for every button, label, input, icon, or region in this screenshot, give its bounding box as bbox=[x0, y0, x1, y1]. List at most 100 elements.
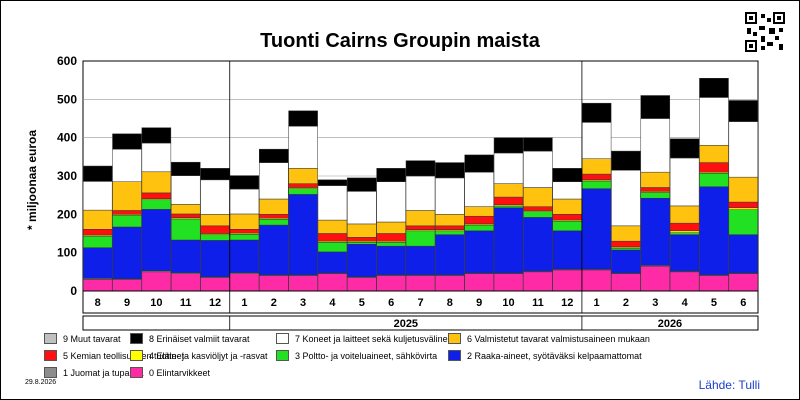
x-tick-label: 1 bbox=[594, 297, 600, 309]
bar-segment bbox=[112, 215, 142, 228]
bar-segment bbox=[347, 223, 377, 238]
bar-segment bbox=[728, 207, 759, 210]
bar-segment bbox=[493, 196, 524, 205]
y-tick-labels: 0 100 200 300 400 500 600 bbox=[57, 54, 77, 298]
bar-segment bbox=[699, 186, 729, 276]
bar-segment bbox=[141, 171, 172, 194]
bar-segment bbox=[347, 177, 377, 192]
bar-segment bbox=[229, 229, 260, 234]
bar-segment bbox=[317, 251, 348, 274]
legend-swatch bbox=[44, 350, 57, 361]
bar-segment bbox=[170, 239, 201, 273]
bar-stack bbox=[200, 168, 230, 292]
x-tick-label: 8 bbox=[95, 297, 101, 309]
bar-segment bbox=[464, 171, 494, 207]
x-tick-labels: 8 9 10 11 12 1 2 3 4 5 6 7 8 9 10 11 12 1 2 3 4 5 6 bbox=[95, 297, 747, 309]
bar-segment bbox=[728, 273, 759, 292]
bar-segment bbox=[699, 173, 729, 187]
bar-segment bbox=[347, 243, 377, 278]
legend-label: 2 Raaka-aineet, syötäväksi kelpaamattoma… bbox=[467, 351, 642, 361]
bar-segment bbox=[376, 275, 406, 292]
bar-segment bbox=[229, 239, 260, 273]
bar-segment bbox=[493, 183, 524, 198]
bar-segment bbox=[581, 158, 612, 175]
bar-segment bbox=[141, 199, 172, 210]
bar-segment bbox=[552, 230, 582, 270]
legend-item: 1 Juomat ja tupakka bbox=[44, 367, 144, 378]
bar-segment bbox=[200, 168, 230, 181]
bar-segment bbox=[699, 275, 729, 292]
x-tick-label: 10 bbox=[150, 297, 162, 309]
x-tick-label: 1 bbox=[241, 297, 247, 309]
x-tick-label: 3 bbox=[300, 297, 306, 309]
bar-segment bbox=[523, 187, 553, 207]
bar-segment bbox=[699, 97, 729, 146]
y-tick-label: 100 bbox=[57, 246, 77, 260]
bar-segment bbox=[523, 206, 553, 211]
bar-segment bbox=[259, 214, 289, 219]
legend-swatch bbox=[44, 367, 57, 378]
bar-stack bbox=[141, 127, 172, 292]
legend-swatch bbox=[276, 350, 289, 361]
bar-segment bbox=[435, 162, 465, 179]
bar-segment bbox=[376, 245, 406, 276]
bar-segment bbox=[170, 204, 201, 215]
bar-segment bbox=[405, 230, 436, 247]
bar-stack bbox=[669, 138, 700, 292]
legend-item: 9 Muut tavarat bbox=[44, 333, 121, 344]
bar-segment bbox=[523, 217, 553, 272]
axes bbox=[82, 61, 759, 314]
bar-stack bbox=[405, 160, 436, 292]
bar-stack bbox=[523, 137, 553, 292]
x-tick-label: 10 bbox=[502, 297, 514, 309]
bar-segment bbox=[200, 179, 230, 215]
legend: 9 Muut tavarat 8 Erinäiset valmiit tavara… bbox=[40, 333, 760, 383]
year-label: 2025 bbox=[394, 318, 418, 330]
legend-swatch bbox=[130, 367, 143, 378]
bar-segment bbox=[82, 247, 113, 279]
bar-segment bbox=[259, 198, 289, 215]
y-tick-label: 0 bbox=[70, 284, 77, 298]
bar-segment bbox=[611, 240, 641, 248]
bar-segment bbox=[200, 277, 230, 292]
bar-segment bbox=[611, 249, 641, 274]
bar-segment bbox=[581, 102, 612, 123]
bar-segment bbox=[493, 152, 524, 184]
bar-segment bbox=[141, 209, 172, 271]
bar-segment bbox=[669, 232, 700, 235]
bar-segment bbox=[435, 214, 465, 227]
bar-segment bbox=[611, 273, 641, 292]
bar-segment bbox=[493, 273, 524, 292]
legend-item: 6 Valmistetut tavarat valmistusaineen mu… bbox=[448, 333, 650, 344]
bar-segment bbox=[669, 234, 700, 272]
bar-segment bbox=[288, 194, 318, 276]
bar-segment bbox=[259, 224, 289, 276]
bar-segment bbox=[581, 269, 612, 292]
bar-segment bbox=[728, 209, 759, 235]
bar-segment bbox=[640, 118, 671, 173]
bar-stack bbox=[82, 165, 113, 292]
legend-label: 9 Muut tavarat bbox=[63, 334, 121, 344]
bar-segment bbox=[317, 219, 348, 234]
bar-segment bbox=[229, 175, 260, 190]
date-stamp: 29.8.2026 bbox=[25, 379, 57, 386]
bar-segment bbox=[288, 125, 318, 169]
legend-swatch bbox=[448, 333, 461, 344]
y-tick-label: 500 bbox=[57, 92, 77, 106]
x-tick-label: 4 bbox=[682, 297, 689, 309]
bar-segment bbox=[82, 209, 113, 230]
bar-segment bbox=[229, 213, 260, 230]
bar-segment bbox=[435, 177, 465, 215]
bar-stack bbox=[464, 154, 494, 292]
x-tick-label: 5 bbox=[359, 297, 365, 309]
bar-segment bbox=[317, 242, 348, 253]
bar-segment bbox=[112, 226, 142, 279]
legend-label: 7 Koneet ja laitteet sekä kuljetusväline… bbox=[295, 334, 456, 344]
bar-segment bbox=[405, 210, 436, 227]
bar-segment bbox=[640, 265, 671, 292]
bar-segment bbox=[200, 240, 230, 278]
bar-segment bbox=[288, 275, 318, 292]
bar-segment bbox=[170, 161, 201, 176]
bar-segment bbox=[170, 213, 201, 219]
bar-segment bbox=[435, 275, 465, 292]
